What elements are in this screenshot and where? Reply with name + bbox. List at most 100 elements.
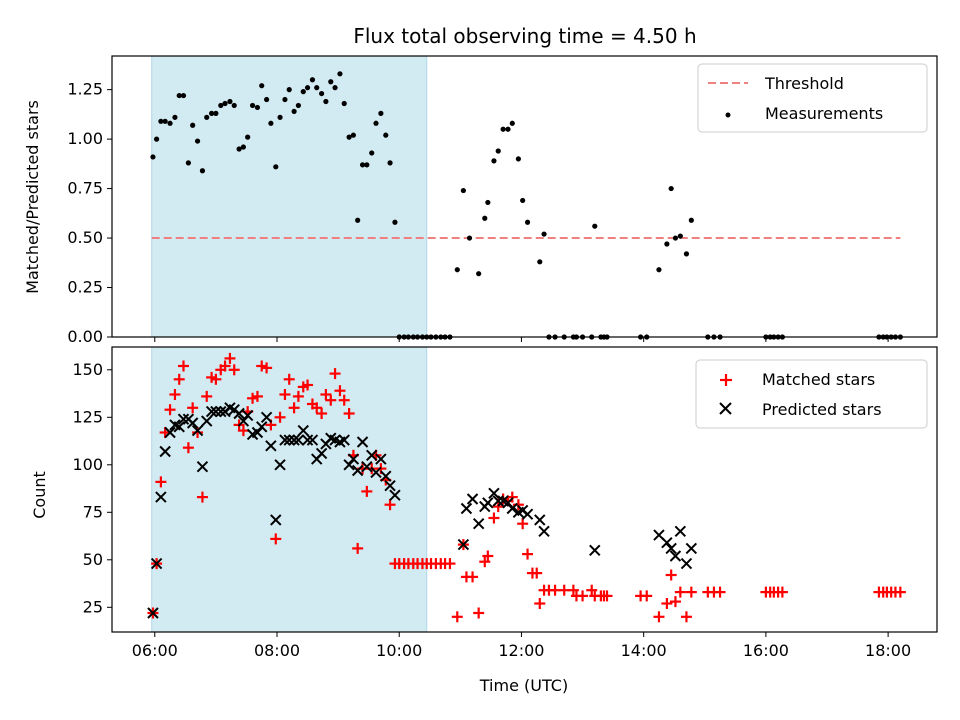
measurement-point bbox=[524, 219, 531, 225]
matched-star-marker bbox=[325, 394, 337, 406]
y-tick-label: 0.25 bbox=[67, 278, 103, 297]
matched-star-marker bbox=[653, 611, 665, 623]
predicted-star-marker bbox=[534, 514, 546, 526]
predicted-star-marker bbox=[265, 440, 277, 452]
matched-star-marker bbox=[451, 611, 463, 623]
predicted-star-marker bbox=[173, 421, 185, 433]
measurement-point bbox=[167, 120, 173, 126]
measurement-point bbox=[350, 132, 356, 138]
matched-star-marker bbox=[169, 389, 181, 400]
measurement-point bbox=[515, 156, 521, 162]
measurement-point bbox=[323, 98, 329, 105]
predicted-star-marker bbox=[164, 426, 176, 439]
measurement-point bbox=[592, 223, 598, 229]
measurement-point bbox=[392, 219, 398, 225]
predicted-star-marker bbox=[338, 434, 350, 446]
matched-star-marker bbox=[316, 408, 328, 419]
measurement-point bbox=[495, 148, 501, 154]
measurement-point bbox=[282, 96, 288, 103]
matched-star-marker bbox=[343, 408, 355, 419]
bottom-axes-frame bbox=[111, 346, 938, 633]
measurement-point bbox=[482, 215, 488, 221]
matched-star-marker bbox=[320, 389, 332, 400]
matched-star-marker bbox=[534, 598, 546, 609]
matched-star-marker bbox=[261, 362, 273, 374]
predicted-star-marker bbox=[669, 550, 682, 562]
y-tick-label: 50 bbox=[83, 550, 103, 569]
predicted-star-marker bbox=[155, 491, 167, 503]
predicted-star-marker bbox=[351, 464, 364, 477]
measurement-point bbox=[520, 197, 526, 204]
matched-star-marker bbox=[182, 442, 194, 454]
measurement-point bbox=[259, 83, 265, 89]
x-axis-label: Time (UTC) bbox=[479, 676, 568, 695]
measurement-point bbox=[240, 144, 246, 150]
matched-star-marker bbox=[577, 590, 589, 602]
measurement-point bbox=[378, 110, 384, 116]
measurement-point bbox=[213, 110, 219, 116]
x-tick-label: 14:00 bbox=[621, 641, 667, 660]
matched-star-marker bbox=[479, 556, 491, 568]
measurement-point bbox=[656, 267, 662, 273]
predicted-star-marker bbox=[361, 460, 373, 473]
chart-title: Flux total observing time = 4.50 h bbox=[353, 24, 696, 48]
predicted-star-marker bbox=[150, 557, 163, 570]
measurement-point bbox=[158, 118, 164, 124]
x-tick-label: 12:00 bbox=[498, 641, 544, 660]
bottom-x-ticks: 06:00 08:00 10:00 12:00 14:00 16:00 18:00 bbox=[132, 632, 911, 660]
matched-star-marker bbox=[173, 373, 185, 385]
predicted-star-marker bbox=[159, 445, 171, 458]
predicted-star-marker bbox=[256, 421, 268, 433]
matched-star-marker bbox=[302, 379, 314, 391]
predicted-star-marker bbox=[384, 479, 396, 492]
measurement-point bbox=[664, 241, 670, 247]
measurement-point bbox=[286, 87, 292, 93]
predicted-star-marker bbox=[347, 453, 360, 465]
matched-star-marker bbox=[283, 373, 295, 385]
x-tick-label: 08:00 bbox=[254, 641, 300, 660]
top-panel: 0.00 0.25 0.50 0.75 1.00 1.25 Matched/Predict… bbox=[23, 55, 938, 346]
predicted-star-marker bbox=[521, 508, 534, 520]
measurement-point bbox=[209, 110, 215, 116]
matched-star-marker bbox=[669, 596, 681, 608]
observing-window-span bbox=[151, 55, 428, 338]
predicted-star-marker bbox=[685, 542, 698, 555]
matched-star-marker bbox=[488, 512, 500, 524]
matched-star-marker bbox=[256, 360, 268, 372]
matched-star-marker bbox=[506, 491, 518, 503]
measurement-point bbox=[672, 235, 679, 241]
matched-star-marker bbox=[444, 558, 456, 570]
measurement-point bbox=[245, 134, 251, 140]
matched-star-marker bbox=[714, 586, 726, 598]
top-x-ticks bbox=[154, 337, 889, 342]
predicted-star-marker bbox=[270, 514, 282, 526]
predicted-star-marker bbox=[274, 459, 286, 471]
measurement-point bbox=[162, 118, 168, 124]
measurement-point bbox=[364, 162, 370, 168]
matched-star-marker bbox=[586, 584, 598, 596]
measurement-point bbox=[677, 233, 683, 239]
x-tick-label: 16:00 bbox=[743, 641, 789, 660]
measurement-point bbox=[314, 85, 320, 91]
matched-star-marker bbox=[237, 425, 249, 437]
measurement-point bbox=[500, 126, 506, 132]
predicted-star-marker bbox=[251, 426, 264, 439]
measurement-point bbox=[466, 235, 473, 241]
measurement-point bbox=[505, 126, 511, 132]
measurement-point bbox=[373, 120, 379, 126]
matched-star-marker bbox=[155, 476, 167, 488]
measurement-point bbox=[454, 267, 460, 273]
matched-star-marker bbox=[680, 611, 692, 623]
measurement-points bbox=[150, 71, 903, 340]
measurement-point bbox=[387, 160, 393, 166]
predicted-star-marker bbox=[237, 415, 250, 427]
matched-star-marker bbox=[329, 368, 341, 380]
measurement-point bbox=[476, 271, 482, 277]
predicted-star-marker bbox=[492, 495, 504, 507]
measurement-point bbox=[369, 150, 375, 156]
y-tick-label: 0.00 bbox=[67, 327, 103, 346]
predicted-star-marker bbox=[680, 557, 693, 570]
measurement-point bbox=[190, 122, 196, 128]
matched-star-marker bbox=[274, 411, 286, 423]
predicted-star-marker bbox=[283, 434, 295, 446]
